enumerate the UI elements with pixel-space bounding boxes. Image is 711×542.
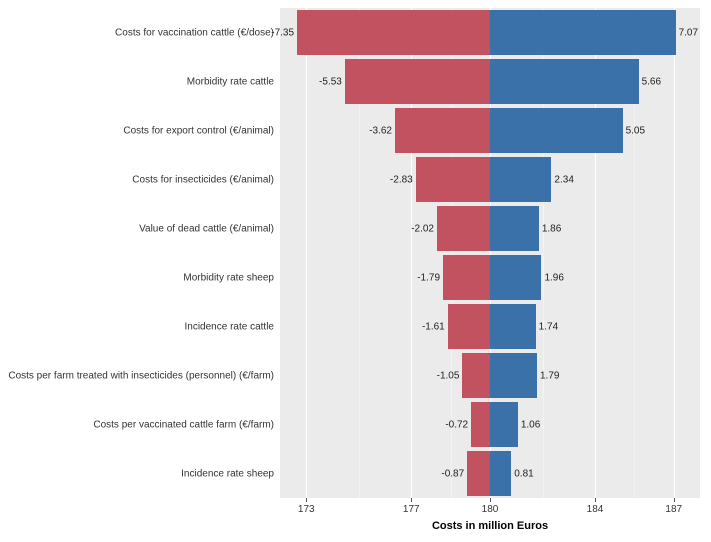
value-label-positive: 5.05 [626,125,645,136]
bar-positive [490,10,676,54]
x-tick-mark [411,498,412,502]
x-tick-mark [490,498,491,502]
chart-row: Costs for insecticides (€/animal)-2.832.… [280,155,700,204]
value-label-negative: -1.61 [422,321,445,332]
x-tick-label: 177 [403,504,420,515]
category-label: Costs for vaccination cattle (€/dose) [115,27,280,38]
category-label: Costs per farm treated with insecticides… [8,370,280,381]
chart-row: Incidence rate sheep-0.870.81 [280,449,700,498]
value-label-negative: -1.79 [417,272,440,283]
chart-row: Costs per farm treated with insecticides… [280,351,700,400]
x-tick-label: 187 [665,504,682,515]
category-label: Morbidity rate cattle [187,76,280,87]
category-label: Value of dead cattle (€/animal) [139,223,280,234]
bar-negative [395,108,490,152]
bar-negative [467,451,490,495]
chart-row: Morbidity rate sheep-1.791.96 [280,253,700,302]
bar-negative [297,10,490,54]
value-label-negative: -1.05 [437,370,460,381]
chart-row: Costs for vaccination cattle (€/dose)-7.… [280,8,700,57]
value-label-negative: -5.53 [319,76,342,87]
plot-area: Costs for vaccination cattle (€/dose)-7.… [280,8,700,498]
bar-negative [437,206,490,250]
category-label: Incidence rate cattle [185,321,281,332]
value-label-positive: 1.06 [521,419,540,430]
value-label-negative: -7.35 [271,27,294,38]
chart-row: Costs for export control (€/animal)-3.62… [280,106,700,155]
bar-positive [490,451,511,495]
x-tick-mark [306,498,307,502]
bar-positive [490,402,518,446]
x-tick-mark [674,498,675,502]
value-label-negative: -2.02 [411,223,434,234]
bar-positive [490,353,537,397]
category-label: Costs for insecticides (€/animal) [132,174,280,185]
bar-positive [490,255,541,299]
tornado-chart: Costs for vaccination cattle (€/dose)-7.… [0,0,711,542]
value-label-negative: -2.83 [390,174,413,185]
chart-row: Morbidity rate cattle-5.535.66 [280,57,700,106]
value-label-positive: 5.66 [642,76,661,87]
value-label-positive: 7.07 [679,27,698,38]
bar-negative [471,402,490,446]
category-label: Costs per vaccinated cattle farm (€/farm… [93,419,280,430]
x-tick-mark [595,498,596,502]
bar-negative [416,157,490,201]
value-label-positive: 0.81 [514,468,533,479]
value-label-positive: 2.34 [554,174,573,185]
x-tick-label: 173 [298,504,315,515]
value-label-negative: -3.62 [369,125,392,136]
bar-negative [462,353,490,397]
value-label-positive: 1.79 [540,370,559,381]
bar-positive [490,108,623,152]
bar-negative [448,304,490,348]
bar-positive [490,304,536,348]
value-label-positive: 1.86 [542,223,561,234]
bar-negative [345,59,490,103]
value-label-positive: 1.96 [544,272,563,283]
bar-positive [490,206,539,250]
category-label: Morbidity rate sheep [183,272,280,283]
x-tick-label: 184 [587,504,604,515]
x-tick-label: 180 [482,504,499,515]
bar-positive [490,157,551,201]
value-label-negative: -0.72 [445,419,468,430]
category-label: Incidence rate sheep [181,468,280,479]
value-label-positive: 1.74 [539,321,558,332]
bar-negative [443,255,490,299]
category-label: Costs for export control (€/animal) [123,125,280,136]
chart-row: Incidence rate cattle-1.611.74 [280,302,700,351]
bar-positive [490,59,639,103]
chart-row: Value of dead cattle (€/animal)-2.021.86 [280,204,700,253]
value-label-negative: -0.87 [441,468,464,479]
chart-row: Costs per vaccinated cattle farm (€/farm… [280,400,700,449]
x-axis-title: Costs in million Euros [280,520,700,532]
